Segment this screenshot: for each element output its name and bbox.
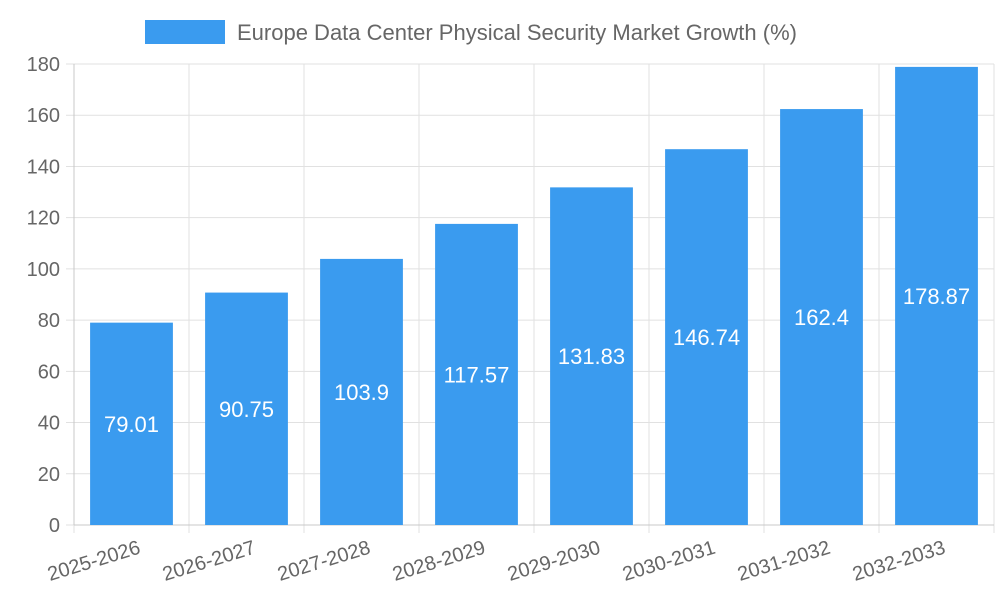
x-tick-label: 2026-2027 <box>160 537 258 586</box>
data-labels: 79.01 90.75 103.9 117.57 131.83 146.74 162.4 17… <box>104 284 970 437</box>
x-tick-label: 2032-2033 <box>850 537 948 586</box>
bar-value-label: 117.57 <box>444 362 510 387</box>
bar[interactable] <box>550 187 633 526</box>
y-tick-label: 180 <box>27 54 60 76</box>
y-tick-label: 0 <box>49 515 60 537</box>
bar-value-label: 178.87 <box>903 284 970 309</box>
bar-value-label: 146.74 <box>673 325 740 350</box>
bar-value-label: 79.01 <box>104 412 159 437</box>
x-tick-label: 2028-2029 <box>390 537 488 586</box>
bar[interactable] <box>90 322 173 525</box>
bar-value-label: 131.83 <box>558 344 625 369</box>
bar[interactable] <box>435 223 518 525</box>
bar-value-label: 103.9 <box>334 380 389 405</box>
x-tick-label: 2029-2030 <box>505 537 603 586</box>
y-tick-label: 20 <box>38 464 60 486</box>
y-tick-label: 120 <box>27 208 60 230</box>
y-tick-label: 80 <box>38 310 60 332</box>
x-tick-label: 2030-2031 <box>620 537 718 586</box>
x-tick-label: 2025-2026 <box>45 537 143 586</box>
bar-value-label: 162.4 <box>794 305 849 330</box>
x-tick-label: 2031-2032 <box>735 537 833 586</box>
bar[interactable] <box>895 66 978 526</box>
y-tick-label: 40 <box>38 413 60 435</box>
bar[interactable] <box>780 109 863 525</box>
y-tick-label: 60 <box>38 361 60 383</box>
y-tick-label: 140 <box>27 156 60 178</box>
y-tick-label: 100 <box>27 259 60 281</box>
legend-swatch[interactable] <box>145 20 225 44</box>
legend[interactable]: Europe Data Center Physical Security Mar… <box>145 20 797 45</box>
bars <box>90 66 978 526</box>
bar[interactable] <box>205 292 288 525</box>
bar[interactable] <box>665 149 748 525</box>
bar[interactable] <box>320 258 403 525</box>
bar-value-label: 90.75 <box>219 397 274 422</box>
legend-label[interactable]: Europe Data Center Physical Security Mar… <box>237 20 797 45</box>
y-tick-label: 160 <box>27 105 60 127</box>
x-tick-label: 2027-2028 <box>275 537 373 586</box>
